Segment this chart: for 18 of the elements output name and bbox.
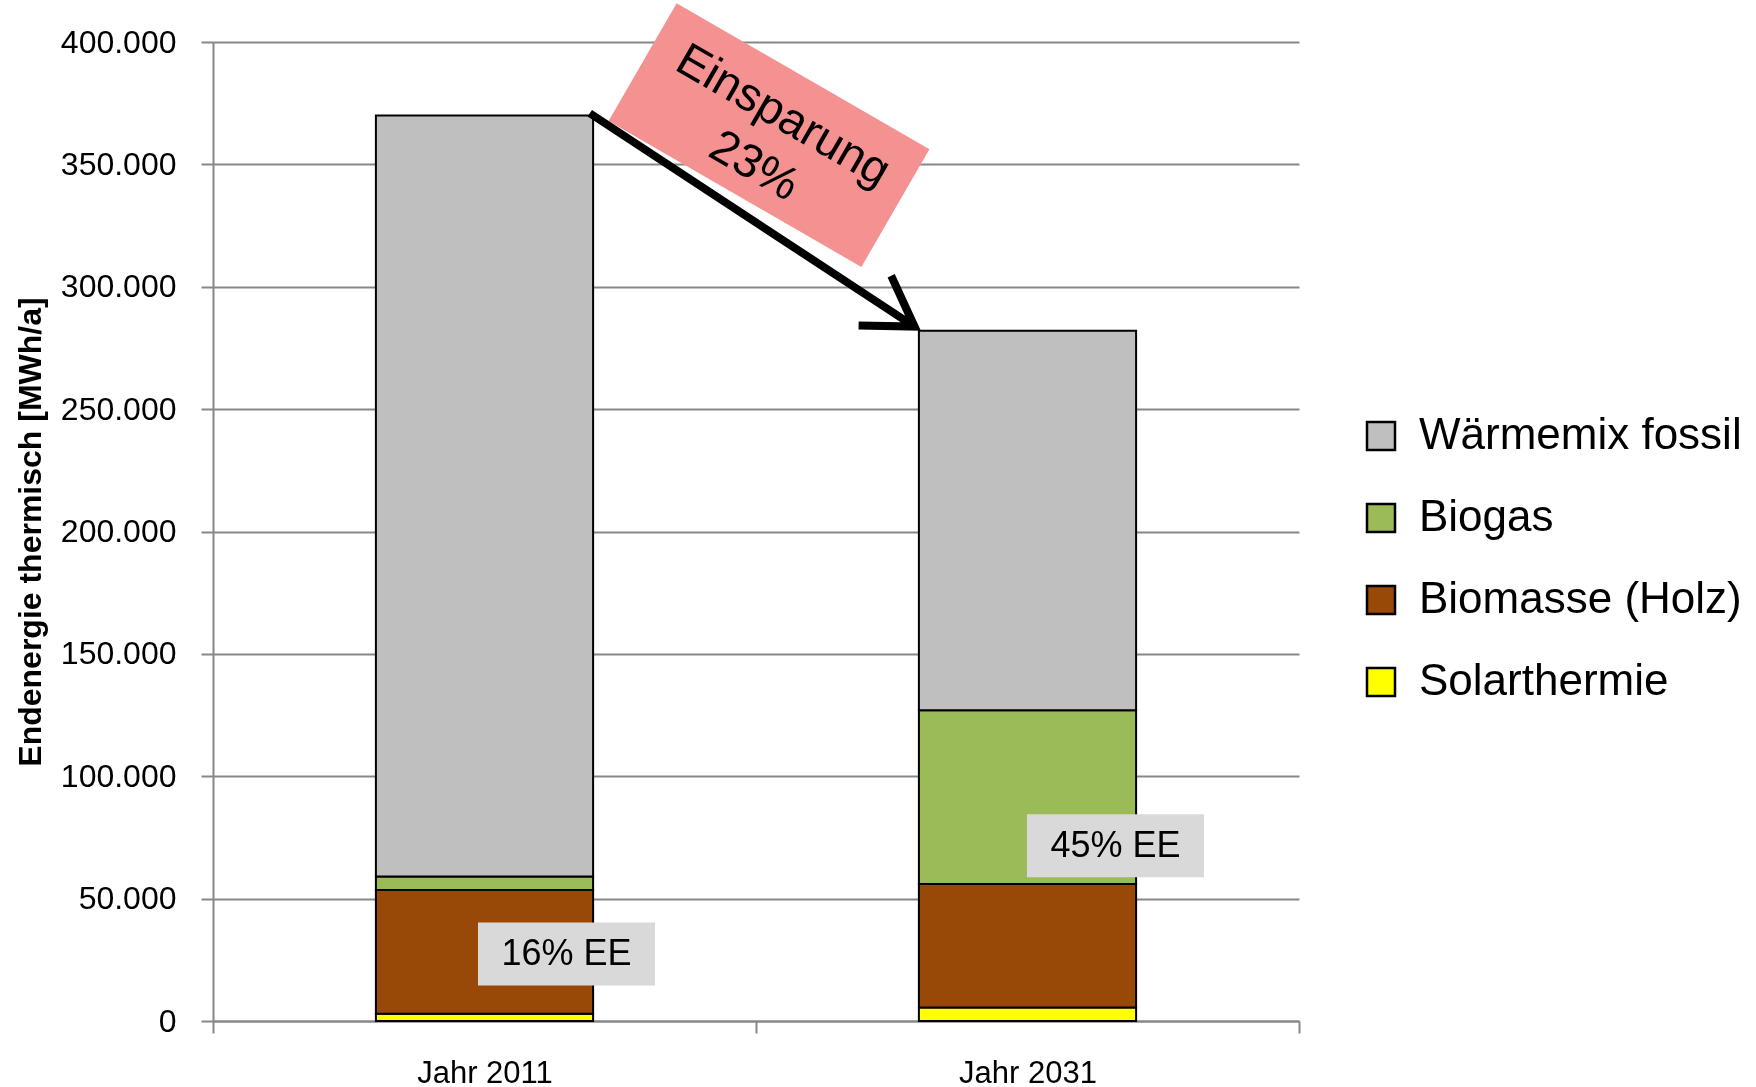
y-tick-label: 250.000 <box>60 390 177 427</box>
y-tick-label: 0 <box>158 1002 177 1039</box>
y-tick-label: 100.000 <box>60 757 177 794</box>
legend-label: Wärmemix fossil <box>1419 409 1742 459</box>
annotation: 45% EE <box>1050 823 1181 865</box>
y-tick-label: 400.000 <box>60 23 177 60</box>
y-tick-label: 50.000 <box>78 880 177 917</box>
y-tick-label: 350.000 <box>60 145 177 182</box>
x-tick-label: Jahr 2011 <box>417 1054 553 1087</box>
y-tick-label: 300.000 <box>60 268 177 305</box>
x-tick-label: Jahr 2031 <box>959 1054 1097 1087</box>
legend-label: Solarthermie <box>1419 655 1669 705</box>
legend-label: Biogas <box>1419 491 1554 541</box>
legend-label: Biomasse (Holz) <box>1419 573 1742 623</box>
y-tick-label: 200.000 <box>60 513 177 549</box>
y-tick-label: 150.000 <box>60 635 177 672</box>
annotation: 16% EE <box>501 931 632 973</box>
y-axis-title: Endenergie thermisch [MWh/a] <box>11 297 48 767</box>
